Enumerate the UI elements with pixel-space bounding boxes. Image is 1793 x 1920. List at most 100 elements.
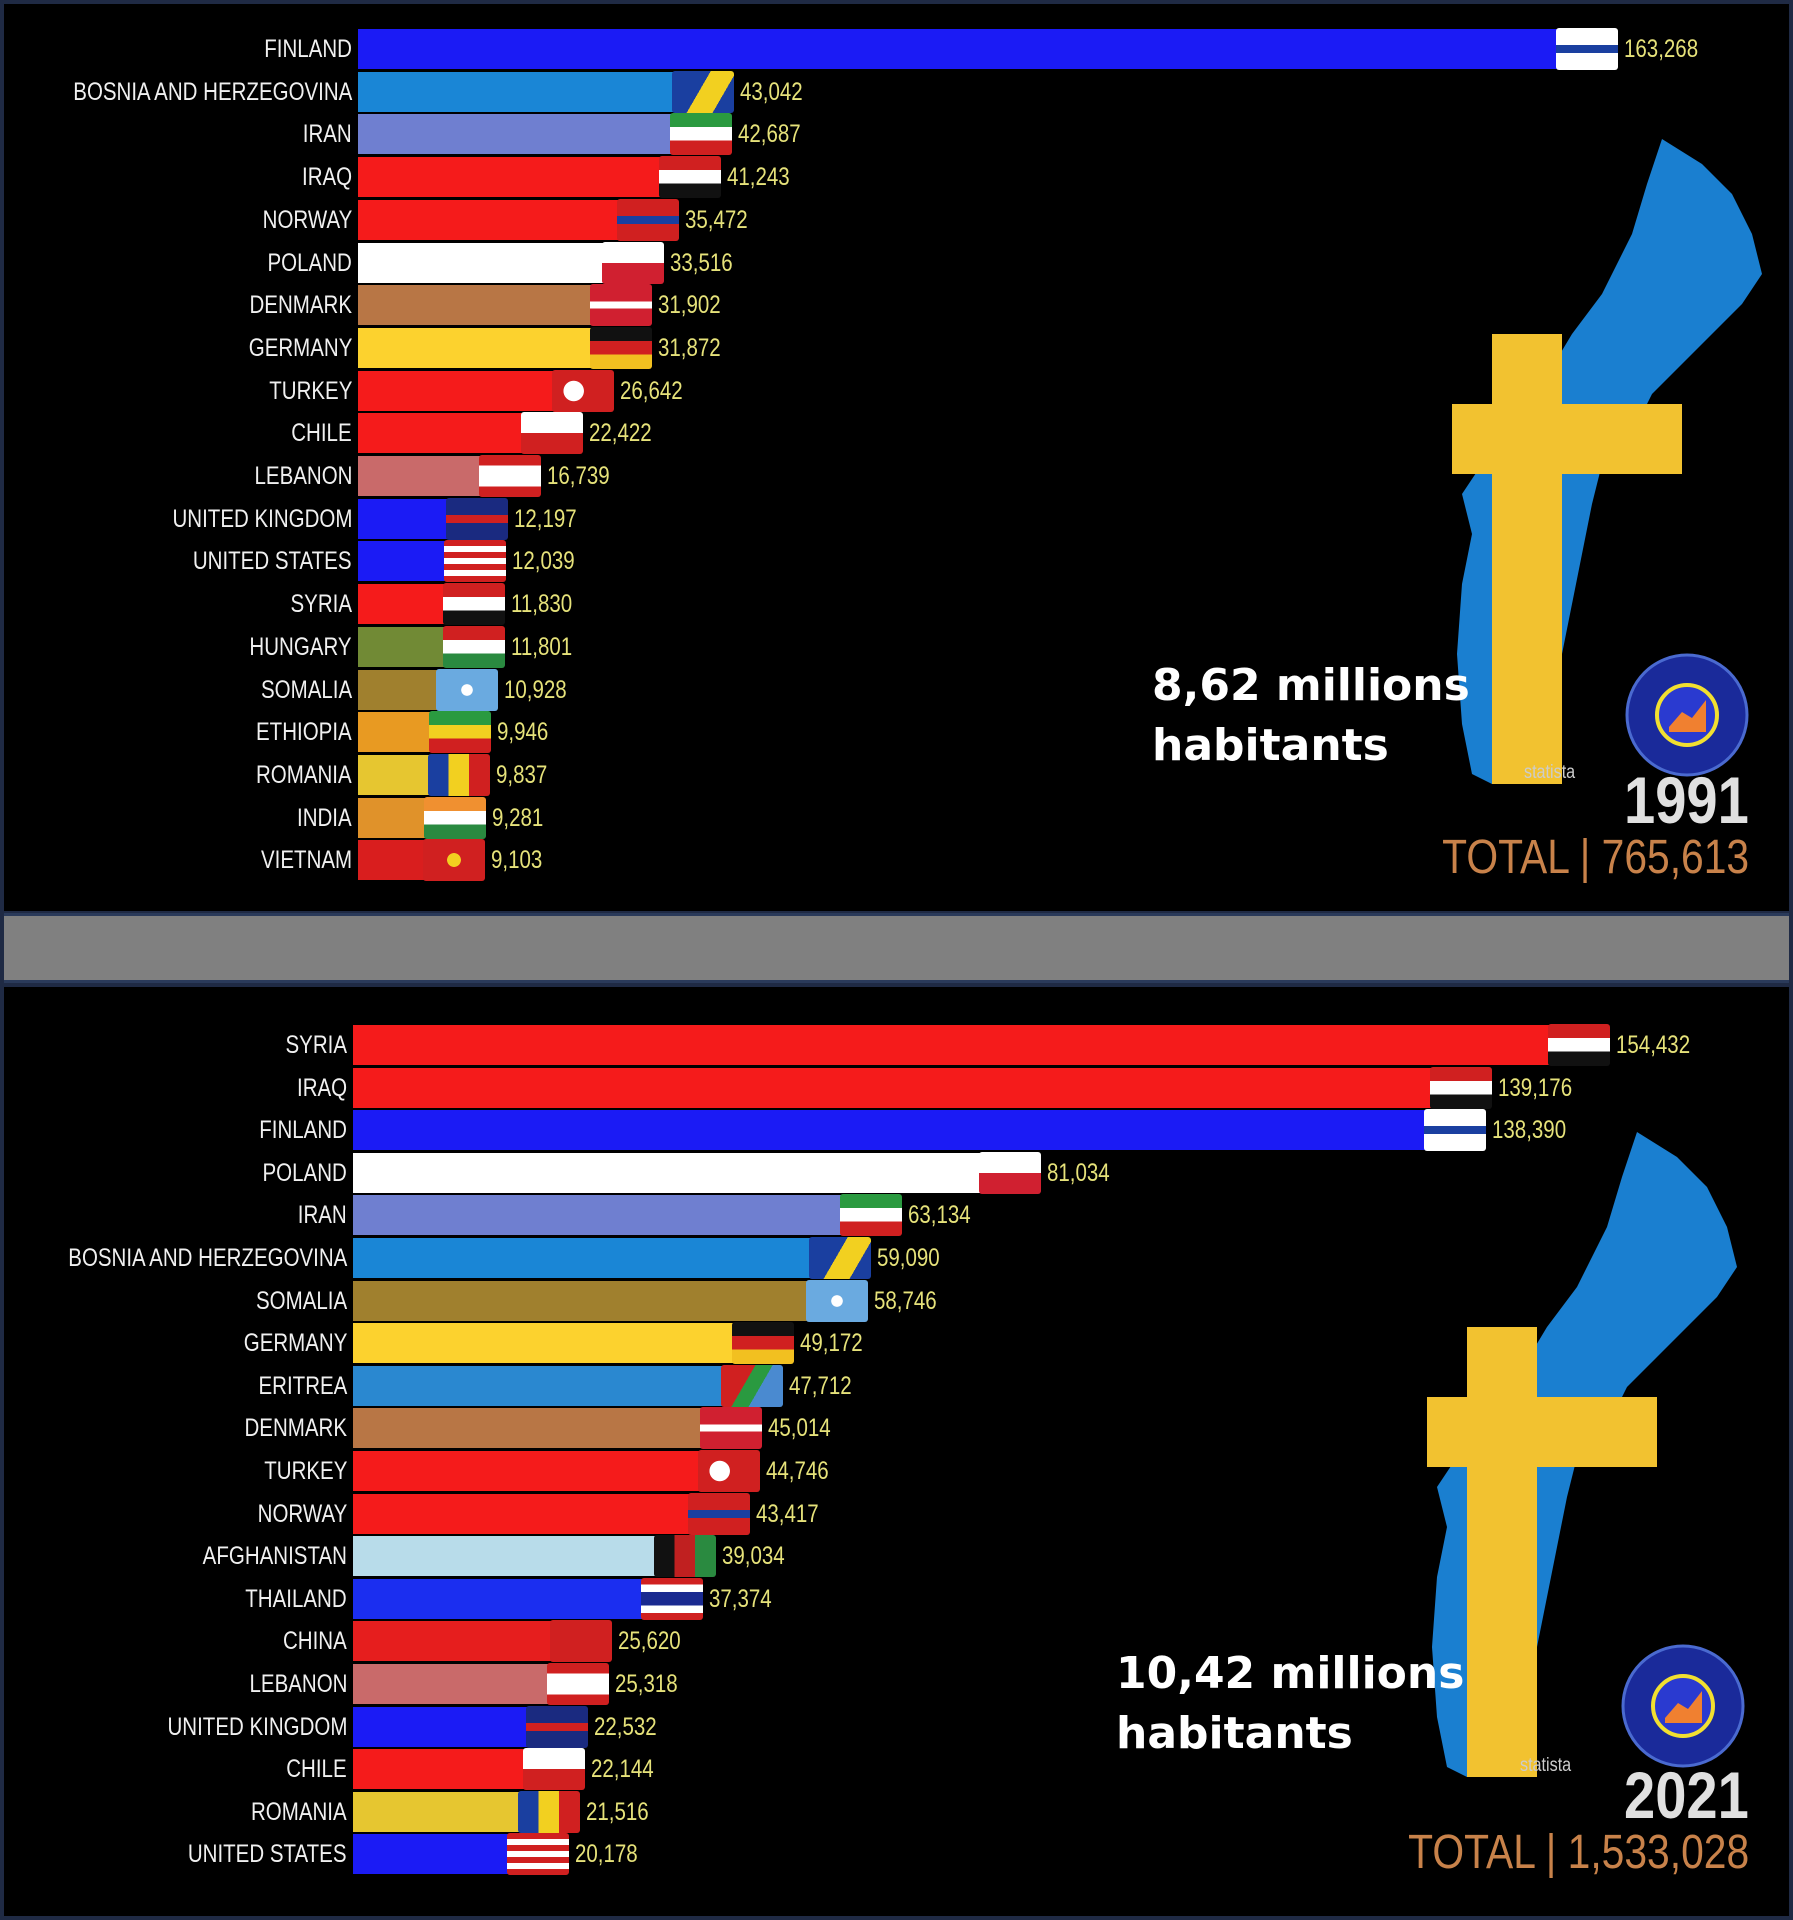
flag-icon [522,1748,585,1791]
population-unit: habitants [1152,720,1389,771]
flag-icon [720,1364,783,1407]
category-label: SOMALIA [260,675,352,704]
population-unit: habitants [1116,1708,1353,1759]
statista-watermark: statista [1520,1755,1572,1776]
category-label: DENMARK [244,1414,347,1443]
bar [353,1493,690,1534]
value-label: 154,432 [1616,1031,1691,1059]
flag-icon [659,156,722,199]
value-label: 59,090 [877,1244,940,1272]
bar [353,1536,656,1577]
value-label: 10,928 [504,675,568,704]
flag-icon [653,1535,716,1578]
bar [358,456,482,496]
flag-icon [479,455,542,497]
flag-icon [590,326,653,369]
category-label: IRAN [303,120,352,149]
bar [358,712,432,753]
category-label: IRAQ [301,163,352,192]
category-label: GERMANY [248,333,352,362]
flag-icon [424,796,487,839]
flag-icon [640,1577,703,1620]
value-label: 25,620 [617,1627,681,1656]
value-label: 41,243 [727,163,790,192]
flag-icon [732,1322,795,1365]
flag-icon [616,198,679,241]
bar [353,1408,702,1449]
category-label: ETHIOPIA [256,718,352,747]
category-label: FINLAND [259,1116,347,1145]
category-label: ROMANIA [251,1797,347,1826]
category-label: CHILE [291,419,352,448]
value-label: 16,739 [547,462,610,490]
value-label: 9,103 [490,846,543,875]
bar [353,1706,528,1747]
bar [353,1067,1432,1108]
bar [353,1110,1426,1151]
bar [358,840,425,881]
year-label: 1991 [1624,763,1749,837]
value-label: 12,197 [513,504,577,533]
value-label: 45,014 [767,1414,831,1443]
value-label: 163,268 [1624,35,1699,63]
year-label: 2021 [1624,1758,1749,1832]
flag-icon [1423,1109,1486,1152]
total-label: TOTAL | 765,613 [1442,831,1749,884]
bar [353,1025,1550,1065]
category-label: LEBANON [249,1670,347,1698]
flag-icon [429,711,492,754]
bar [353,1238,811,1278]
bar [358,242,605,283]
category-label: AFGHANISTAN [202,1542,347,1571]
bar [358,754,431,795]
value-label: 11,830 [510,590,573,619]
category-label: GERMANY [243,1329,347,1358]
category-label: SOMALIA [255,1286,347,1315]
chart-1991: FINLAND 163,268 BOSNIA AND HERZEGOVINA 43,0… [4,4,1789,911]
flag-icon [806,1279,869,1322]
flag-icon [442,625,505,668]
bar [353,1664,550,1704]
bar [358,157,662,198]
flag-icon [444,540,507,583]
flag-icon [428,753,491,796]
value-label: 35,472 [684,205,748,234]
category-label: HUNGARY [249,632,352,661]
category-label: DENMARK [249,291,352,320]
category-label: POLAND [267,248,352,277]
value-label: 9,837 [496,760,548,789]
value-label: 9,281 [492,803,544,832]
value-label: 9,946 [497,718,549,747]
bar [353,1195,843,1236]
category-label: TURKEY [268,376,352,405]
cityglobetour-logo [1625,653,1749,777]
value-label: 39,034 [721,1542,785,1571]
category-label: BOSNIA AND HERZEGOVINA [72,77,352,106]
flag-icon [507,1833,570,1876]
population-value: 10,42 millions [1116,1648,1465,1699]
flag-icon [549,1620,612,1663]
bar [353,1323,735,1364]
category-label: THAILAND [245,1584,347,1613]
category-label: UNITED STATES [193,547,352,576]
bar [358,797,427,838]
value-label: 21,516 [585,1797,649,1826]
divider-band [4,913,1789,983]
bar [358,114,672,155]
value-label: 44,746 [765,1457,829,1485]
population-note: 8,62 millions habitants [1152,656,1470,776]
value-label: 22,422 [588,419,652,448]
bar [353,1621,552,1662]
category-label: IRAN [298,1201,347,1230]
flag-icon [672,70,735,113]
value-label: 37,374 [708,1584,772,1613]
value-label: 11,801 [510,632,572,661]
statista-watermark: statista [1524,762,1576,783]
flag-icon [699,1407,762,1450]
sweden-map-icon [1452,139,1762,784]
value-label: 49,172 [800,1329,863,1358]
bar [353,1749,525,1790]
value-label: 63,134 [908,1201,972,1230]
category-label: SYRIA [285,1031,347,1059]
category-label: ERITREA [258,1371,347,1400]
